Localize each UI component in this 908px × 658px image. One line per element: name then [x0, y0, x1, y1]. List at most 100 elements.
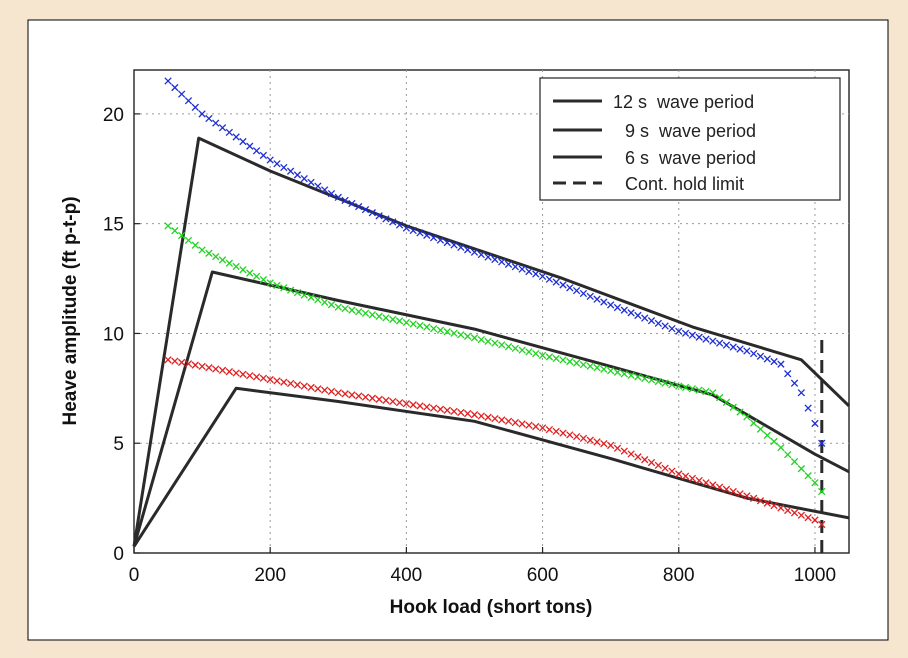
series-line-1 [132, 270, 850, 547]
series-marker-5 [341, 304, 349, 313]
series-marker-6 [647, 458, 656, 467]
series-marker-4 [164, 77, 172, 85]
series-marker-6 [232, 369, 240, 377]
series-marker-4 [722, 341, 731, 349]
series-marker-5 [661, 379, 669, 387]
series-marker-4 [709, 337, 717, 345]
series-marker-5 [627, 371, 635, 380]
series-marker-5 [634, 373, 642, 381]
series-marker-6 [171, 357, 179, 365]
legend-box [539, 77, 841, 201]
series-marker-5 [607, 367, 615, 375]
series-marker-6 [743, 492, 751, 500]
series-marker-6 [750, 494, 758, 502]
series-marker-6 [450, 407, 458, 416]
series-marker-6 [675, 470, 683, 478]
series-marker-4 [525, 267, 533, 276]
series-marker-5 [491, 339, 499, 347]
series-marker-6 [777, 504, 785, 512]
series-marker-4 [770, 357, 778, 366]
series-marker-6 [286, 379, 295, 388]
y-tick-label: 20 [103, 105, 124, 126]
series-marker-4 [232, 133, 240, 141]
series-marker-4 [593, 295, 601, 303]
series-marker-5 [300, 291, 308, 299]
legend-label-6s: 6 s wave period [625, 148, 756, 168]
series-marker-6 [259, 374, 268, 382]
series-marker-4 [498, 258, 506, 266]
series-marker-4 [307, 178, 315, 187]
series-marker-5 [164, 222, 172, 230]
series-marker-6 [327, 387, 336, 396]
series-marker-5 [681, 383, 690, 392]
series-marker-4 [620, 306, 628, 314]
series-marker-6 [641, 456, 649, 464]
series-marker-5 [695, 386, 703, 394]
series-line-2 [132, 386, 850, 548]
series-marker-5 [498, 341, 506, 349]
series-marker-6 [593, 438, 601, 446]
series-marker-6 [300, 382, 308, 390]
series-marker-5 [797, 465, 805, 473]
series-marker-5 [647, 376, 656, 384]
series-marker-4 [641, 314, 649, 322]
series-marker-5 [443, 328, 451, 336]
series-marker-4 [198, 110, 206, 118]
series-marker-5 [620, 370, 628, 378]
series-marker-5 [538, 351, 547, 360]
series-marker-4 [538, 272, 547, 281]
series-marker-6 [784, 506, 792, 515]
series-marker-6 [225, 367, 233, 376]
series-marker-4 [484, 253, 492, 261]
series-marker-6 [348, 391, 356, 399]
x-tick-label: 400 [391, 565, 423, 586]
series-marker-5 [504, 342, 513, 351]
series-marker-6 [266, 375, 274, 384]
series-marker-4 [811, 419, 819, 428]
series-marker-6 [293, 381, 302, 389]
series-marker-4 [395, 221, 404, 229]
series-marker-5 [252, 272, 261, 281]
series-marker-4 [702, 335, 710, 343]
series-marker-4 [777, 360, 785, 368]
series-marker-5 [811, 479, 819, 487]
x-tick-label: 800 [663, 565, 695, 586]
series-marker-6 [375, 395, 383, 403]
series-marker-5 [736, 408, 744, 416]
series-marker-5 [382, 314, 390, 322]
series-marker-6 [368, 394, 376, 402]
series-marker-4 [607, 301, 615, 309]
series-marker-5 [818, 487, 826, 496]
series-marker-6 [818, 520, 826, 529]
series-marker-6 [709, 481, 717, 489]
series-marker-5 [770, 437, 778, 446]
series-marker-6 [811, 516, 819, 524]
series-marker-5 [688, 385, 697, 393]
series-marker-6 [770, 501, 778, 510]
series-marker-6 [654, 461, 662, 470]
series-marker-5 [375, 312, 383, 320]
series-marker-6 [205, 364, 213, 372]
series-marker-4 [355, 202, 363, 211]
series-marker-6 [532, 422, 540, 431]
series-marker-5 [307, 293, 315, 302]
series-marker-5 [273, 281, 281, 290]
series-marker-5 [518, 346, 526, 354]
series-marker-6 [525, 421, 533, 429]
series-marker-4 [661, 322, 669, 330]
series-marker-6 [273, 377, 281, 385]
series-marker-6 [164, 356, 172, 364]
series-marker-6 [436, 405, 445, 413]
series-marker-5 [613, 368, 622, 376]
series-marker-6 [457, 408, 465, 417]
series-marker-6 [423, 403, 431, 411]
x-tick-label: 1000 [794, 565, 836, 586]
x-tick-label: 200 [254, 565, 286, 586]
series-marker-4 [518, 265, 526, 273]
series-marker-6 [627, 450, 635, 458]
series-marker-5 [709, 389, 717, 397]
series-marker-4 [246, 142, 254, 150]
y-tick-label: 15 [103, 215, 124, 236]
series-marker-6 [804, 513, 812, 522]
